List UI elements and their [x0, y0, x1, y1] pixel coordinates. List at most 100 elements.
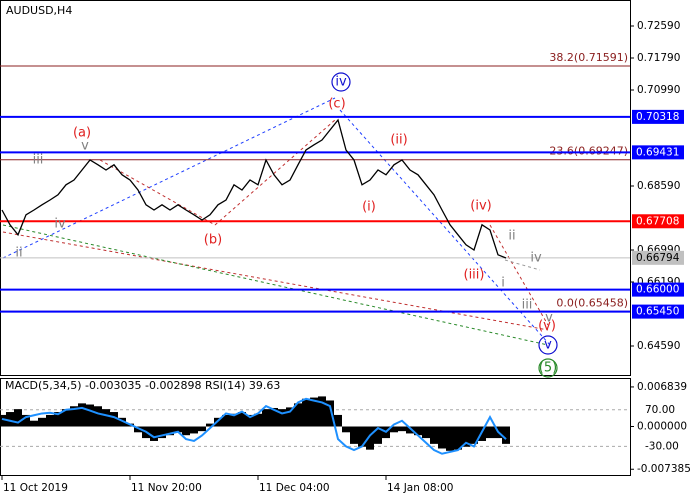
macd-bar	[6, 412, 14, 427]
fib-label: 23.6(0.69247)	[549, 145, 628, 158]
level-label: 0.66000	[636, 284, 679, 296]
level-badge	[632, 250, 684, 265]
y-tick-label: 0.72590	[637, 20, 680, 32]
level-badge	[632, 214, 684, 229]
macd-bar	[270, 407, 278, 427]
y-tick-label: -0.007385	[637, 463, 691, 475]
x-tick-label: 11 Dec 04:00	[259, 482, 330, 494]
macd-bar	[206, 423, 214, 427]
wave-label: (iv)	[470, 199, 491, 214]
macd-bar	[62, 409, 70, 427]
macd-bar	[22, 414, 30, 427]
wave-circle	[538, 358, 558, 378]
chart-title: AUDUSD,H4	[6, 4, 72, 17]
macd-bar	[0, 414, 6, 427]
wave-circle	[538, 335, 558, 355]
wave-label: (b)	[204, 233, 222, 248]
macd-bar	[286, 407, 294, 427]
macd-bar	[94, 406, 102, 427]
y-tick-label: 0.006839	[637, 381, 687, 393]
macd-bar	[78, 403, 86, 427]
x-tick-label: 11 Nov 20:00	[131, 482, 202, 494]
macd-bar	[246, 414, 254, 427]
y-tick-label: 0.64590	[637, 340, 680, 352]
level-badge	[632, 145, 684, 160]
macd-bar	[262, 409, 270, 427]
macd-bar	[486, 426, 494, 439]
price-line	[1, 118, 507, 259]
wave-label: iv	[530, 251, 542, 266]
wave-circle	[331, 72, 351, 92]
macd-bar	[150, 426, 158, 441]
macd-bar	[110, 412, 118, 427]
macd-bar	[358, 426, 366, 447]
macd-bar	[350, 426, 358, 444]
wave-label: v	[81, 139, 89, 154]
wave-label: (iii)	[464, 268, 485, 283]
macd-bar	[462, 426, 470, 447]
macd-bar	[190, 426, 198, 434]
macd-bar	[174, 426, 182, 433]
wave-label: ii	[508, 229, 515, 244]
macd-bar	[134, 426, 142, 433]
macd-bar	[70, 406, 78, 427]
wave-label: (5)	[539, 361, 557, 376]
macd-bar	[302, 398, 310, 427]
macd-bar	[406, 426, 414, 434]
y-tick-label: 0.000000	[637, 421, 687, 433]
macd-bar	[374, 426, 382, 444]
macd-bar	[414, 426, 422, 436]
macd-bar	[46, 414, 54, 427]
macd-bar	[446, 426, 454, 451]
macd-bar	[30, 420, 38, 427]
macd-bar	[158, 426, 166, 439]
rsi-line	[1, 397, 507, 455]
indicator-title: MACD(5,34,5) -0.003035 -0.002898 RSI(14)…	[5, 379, 280, 392]
macd-bar	[398, 426, 406, 432]
wave-label: v	[544, 338, 552, 353]
macd-bar	[342, 426, 350, 433]
level-label: 0.67708	[636, 215, 679, 227]
macd-bar	[54, 412, 62, 427]
trend-lines	[2, 97, 551, 346]
level-label: 0.69431	[636, 146, 679, 158]
wave-label: iii	[522, 298, 533, 313]
main-panel	[0, 0, 631, 376]
level-label: 0.70318	[636, 111, 679, 123]
macd-bar	[294, 403, 302, 427]
level-label: 0.65450	[636, 306, 679, 318]
level-badge	[632, 304, 684, 319]
level-badge	[632, 282, 684, 297]
macd-bar	[422, 426, 430, 439]
macd-bar	[118, 417, 126, 427]
macd-bar	[502, 426, 510, 444]
y2-tick-label: 70.00	[645, 404, 675, 416]
macd-bar	[278, 409, 286, 427]
fib-label: 0.0(0.65458)	[556, 296, 628, 309]
macd-bar	[438, 426, 446, 449]
wave-label: (c)	[328, 97, 345, 112]
macd-bar	[310, 397, 318, 427]
macd-bar	[14, 409, 22, 427]
wave-label: (a)	[73, 126, 91, 141]
macd-bar	[334, 414, 342, 427]
wave-label: i	[501, 276, 505, 291]
macd-bar	[430, 426, 438, 444]
wave-label: ii	[15, 246, 22, 261]
y-tick-label: 0.68590	[637, 180, 680, 192]
fib-label: 38.2(0.71591)	[549, 51, 628, 64]
macd-bar	[318, 396, 326, 427]
wave-label: (ii)	[390, 133, 407, 148]
wave-label: iv	[335, 75, 347, 90]
macd-bar	[166, 426, 174, 436]
macd-bar	[198, 426, 206, 432]
x-tick-label: 11 Oct 2019	[3, 482, 68, 494]
wave-label: iv	[54, 217, 66, 232]
macd-bar	[454, 426, 462, 450]
y-tick-label: 0.71790	[637, 52, 680, 64]
macd-bar	[38, 417, 46, 427]
wave-label: (v)	[538, 319, 556, 334]
y-tick-label: 0.70990	[637, 84, 680, 96]
macd-bar	[238, 412, 246, 427]
